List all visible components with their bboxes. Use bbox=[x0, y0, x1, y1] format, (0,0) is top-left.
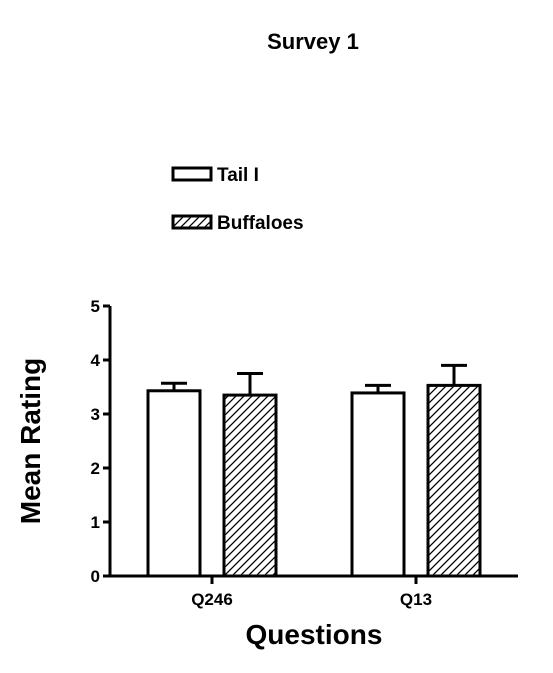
legend-swatch bbox=[171, 166, 213, 182]
y-tick-label: 2 bbox=[91, 459, 100, 478]
y-tick-label: 3 bbox=[91, 405, 100, 424]
bars bbox=[146, 363, 482, 578]
bar bbox=[426, 383, 482, 578]
y-tick-label: 5 bbox=[91, 297, 100, 316]
legend: Tail I Buffaloes bbox=[171, 165, 304, 234]
legend-label: Buffaloes bbox=[217, 213, 304, 234]
y-axis-title: Mean Rating bbox=[15, 358, 46, 524]
x-tick-label: Q246 bbox=[191, 590, 233, 609]
x-axis: Q246 Q13 bbox=[108, 574, 518, 609]
bar bbox=[146, 389, 202, 578]
x-axis-title: Questions bbox=[246, 619, 383, 650]
y-tick-label: 0 bbox=[91, 567, 100, 586]
legend-swatch bbox=[171, 214, 213, 230]
y-tick-label: 1 bbox=[91, 513, 100, 532]
y-axis: 0 1 2 3 4 5 bbox=[91, 297, 112, 586]
chart-title: Survey 1 bbox=[267, 29, 359, 54]
x-tick-label: Q13 bbox=[400, 590, 432, 609]
legend-label: Tail I bbox=[217, 165, 259, 186]
bar bbox=[350, 391, 406, 578]
y-tick-label: 4 bbox=[91, 351, 101, 370]
bar bbox=[222, 393, 278, 578]
